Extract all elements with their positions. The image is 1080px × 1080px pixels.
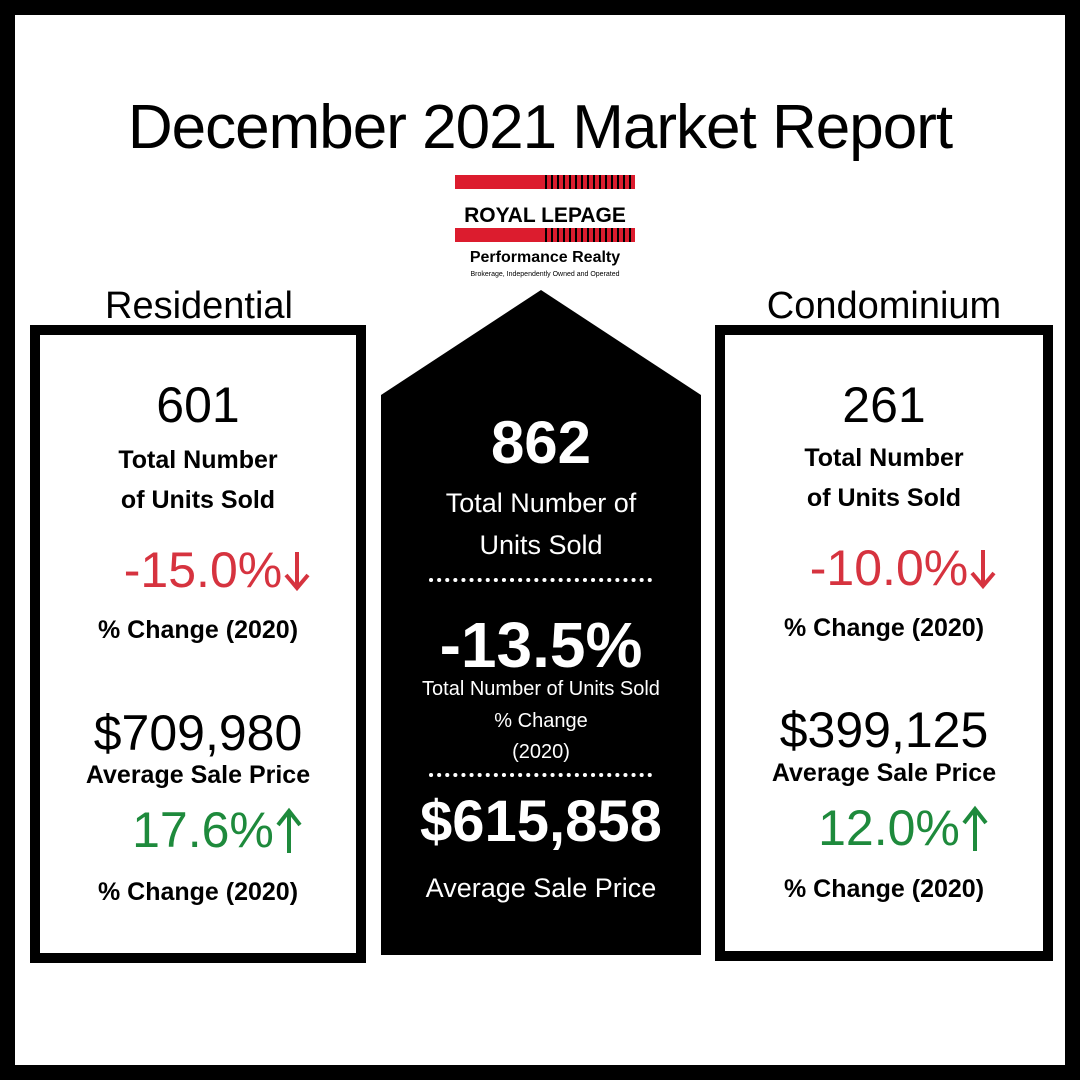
condominium-box	[715, 325, 1053, 961]
section-heading: Condominium	[766, 285, 1002, 327]
title: December 2021 Market Report	[127, 93, 953, 162]
units-label: Total Number	[118, 446, 278, 474]
price-change-value: 12.0%	[818, 800, 960, 856]
change-label: % Change (2020)	[783, 875, 985, 903]
total-price: $615,858	[420, 789, 662, 854]
total-change: -13.5%	[439, 609, 643, 681]
price-label: Average Sale Price	[771, 759, 997, 787]
units-label: of Units Sold	[120, 486, 276, 514]
logo-tagline: Brokerage, Independently Owned and Opera…	[470, 271, 619, 278]
down-arrow	[284, 552, 310, 592]
total-price-label: Average Sale Price	[425, 873, 657, 903]
down-arrow	[970, 550, 996, 590]
price: $709,980	[93, 705, 303, 761]
units-change-value: -10.0%	[809, 540, 969, 596]
change-label: % Change (2020)	[97, 878, 299, 906]
total-change-label: (2020)	[512, 741, 570, 763]
price-label: Average Sale Price	[85, 761, 311, 789]
units: 261	[842, 377, 926, 433]
price: $399,125	[779, 702, 989, 758]
logo: ROYAL LEPAGE Performance Realty Brokerag…	[455, 175, 635, 278]
section-heading: Residential	[105, 285, 293, 327]
units-change: -10.0%	[735, 540, 1065, 596]
total-units-label: Total Number of	[445, 488, 637, 518]
total-change-label: % Change	[494, 710, 588, 732]
residential-box	[30, 325, 366, 963]
total-units-label: Units Sold	[479, 530, 603, 560]
total-change-label: Total Number of Units Sold	[422, 678, 660, 700]
total-house	[381, 290, 701, 955]
total-units: 862	[490, 409, 592, 476]
units-change: -15.0%	[50, 545, 386, 595]
up-arrow	[276, 807, 302, 853]
price-change-value: 17.6%	[132, 802, 274, 858]
units-change-value: -15.0%	[123, 542, 283, 598]
up-arrow	[962, 805, 988, 851]
logo-office: Performance Realty	[470, 249, 620, 266]
logo-brand: ROYAL LEPAGE	[464, 204, 626, 227]
change-label: % Change (2020)	[97, 616, 299, 644]
price-change: 17.6%	[50, 805, 386, 855]
price-change: 12.0%	[735, 800, 1065, 856]
units: 601	[156, 377, 240, 433]
units-label: of Units Sold	[806, 484, 962, 512]
units-label: Total Number	[804, 444, 964, 472]
change-label: % Change (2020)	[783, 614, 985, 642]
